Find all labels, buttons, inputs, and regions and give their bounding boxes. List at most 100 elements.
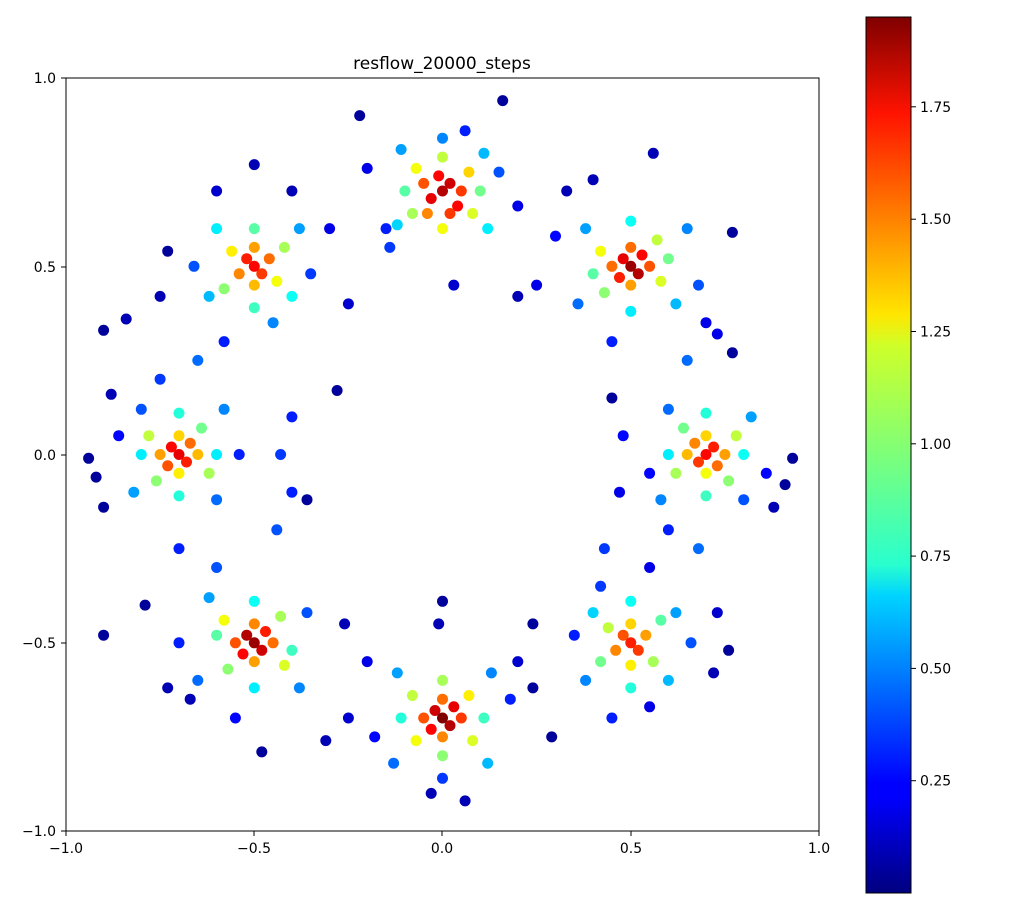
scatter-point — [632, 644, 644, 656]
scatter-point — [437, 674, 448, 686]
scatter-point — [647, 656, 659, 668]
scatter-point — [708, 441, 720, 453]
scatter-point — [546, 731, 558, 743]
scatter-point — [237, 648, 249, 660]
scatter-point — [437, 595, 448, 607]
y-tick-label: −0.5 — [22, 636, 56, 652]
scatter-point — [275, 610, 287, 622]
y-tick-label: 1.0 — [34, 71, 56, 87]
scatter-point — [662, 674, 674, 686]
scatter-point — [463, 166, 475, 178]
scatter-point — [241, 253, 253, 265]
scatter-point — [655, 494, 667, 506]
scatter-point — [625, 260, 637, 272]
scatter-point — [745, 411, 757, 423]
scatter-point — [478, 147, 490, 159]
scatter-point — [361, 656, 373, 668]
scatter-point — [459, 795, 471, 807]
scatter-point — [625, 305, 637, 317]
scatter-point — [662, 449, 674, 460]
scatter-point — [700, 449, 712, 460]
scatter-point — [723, 475, 735, 487]
scatter-point — [192, 674, 204, 686]
scatter-point — [527, 682, 539, 694]
scatter-point — [339, 618, 351, 630]
scatter-point — [354, 110, 366, 122]
scatter-point — [260, 626, 271, 637]
scatter-point — [342, 298, 354, 310]
scatter-point — [275, 449, 287, 460]
scatter-point — [708, 667, 720, 679]
scatter-point — [248, 241, 260, 253]
scatter-point — [482, 223, 494, 235]
scatter-point — [437, 132, 448, 144]
scatter-point — [271, 524, 283, 536]
scatter-point — [437, 223, 448, 235]
scatter-point — [700, 490, 712, 502]
scatter-point — [105, 388, 117, 400]
scatter-point — [681, 449, 693, 460]
scatter-point — [738, 449, 750, 460]
scatter-point — [444, 208, 456, 219]
colorbar-tick-label: 0.50 — [920, 661, 951, 677]
scatter-point — [410, 735, 422, 747]
scatter-point — [218, 336, 230, 348]
scatter-point — [580, 223, 592, 235]
scatter-point — [256, 644, 268, 656]
scatter-point — [301, 494, 313, 506]
scatter-point — [173, 543, 185, 555]
scatter-point — [474, 185, 486, 197]
scatter-point — [165, 441, 177, 453]
scatter-point — [256, 268, 268, 280]
scatter-point — [293, 223, 305, 235]
scatter-point — [395, 144, 407, 155]
scatter-point — [527, 618, 539, 630]
scatter-point — [598, 543, 610, 555]
scatter-point — [271, 275, 283, 287]
scatter-point — [444, 177, 456, 189]
scatter-point — [135, 403, 147, 415]
scatter-point — [192, 449, 204, 460]
scatter-point — [625, 682, 637, 694]
scatter-point — [587, 174, 599, 186]
colorbar-tick-label: 0.75 — [920, 549, 951, 565]
scatter-point — [459, 125, 471, 137]
scatter-point — [662, 524, 674, 536]
points-layer — [83, 95, 799, 807]
scatter-point — [120, 313, 132, 325]
x-tick-label: 0.5 — [620, 841, 642, 857]
colorbar-tick-label: 1.50 — [920, 212, 951, 228]
scatter-point — [550, 230, 561, 242]
scatter-point — [726, 226, 738, 238]
scatter-point — [779, 479, 791, 491]
scatter-point — [305, 268, 317, 280]
scatter-point — [787, 452, 799, 464]
scatter-point — [248, 682, 260, 694]
scatter-point — [437, 693, 448, 705]
scatter-point — [452, 200, 464, 212]
scatter-point — [602, 622, 614, 634]
scatter-point — [331, 385, 343, 396]
scatter-point — [211, 223, 223, 235]
scatter-point — [222, 663, 234, 675]
scatter-point — [689, 437, 701, 449]
scatter-point — [192, 354, 204, 366]
scatter-point — [286, 185, 298, 197]
scatter-point — [693, 456, 704, 468]
scatter-point — [572, 298, 584, 310]
scatter-point — [267, 317, 279, 329]
scatter-point — [248, 656, 260, 668]
scatter-point — [670, 467, 682, 479]
scatter-point — [410, 162, 422, 174]
scatter-point — [248, 618, 260, 630]
scatter-point — [614, 272, 625, 283]
scatter-point — [301, 607, 313, 619]
scatter-point — [211, 562, 223, 573]
scatter-point — [162, 245, 174, 257]
scatter-point — [173, 467, 185, 479]
colorbar-tick-label: 1.75 — [920, 100, 951, 116]
scatter-point — [278, 659, 290, 671]
x-axis: −1.0 −0.5 0.0 0.5 1.0 — [49, 831, 830, 857]
scatter-point — [196, 422, 207, 434]
